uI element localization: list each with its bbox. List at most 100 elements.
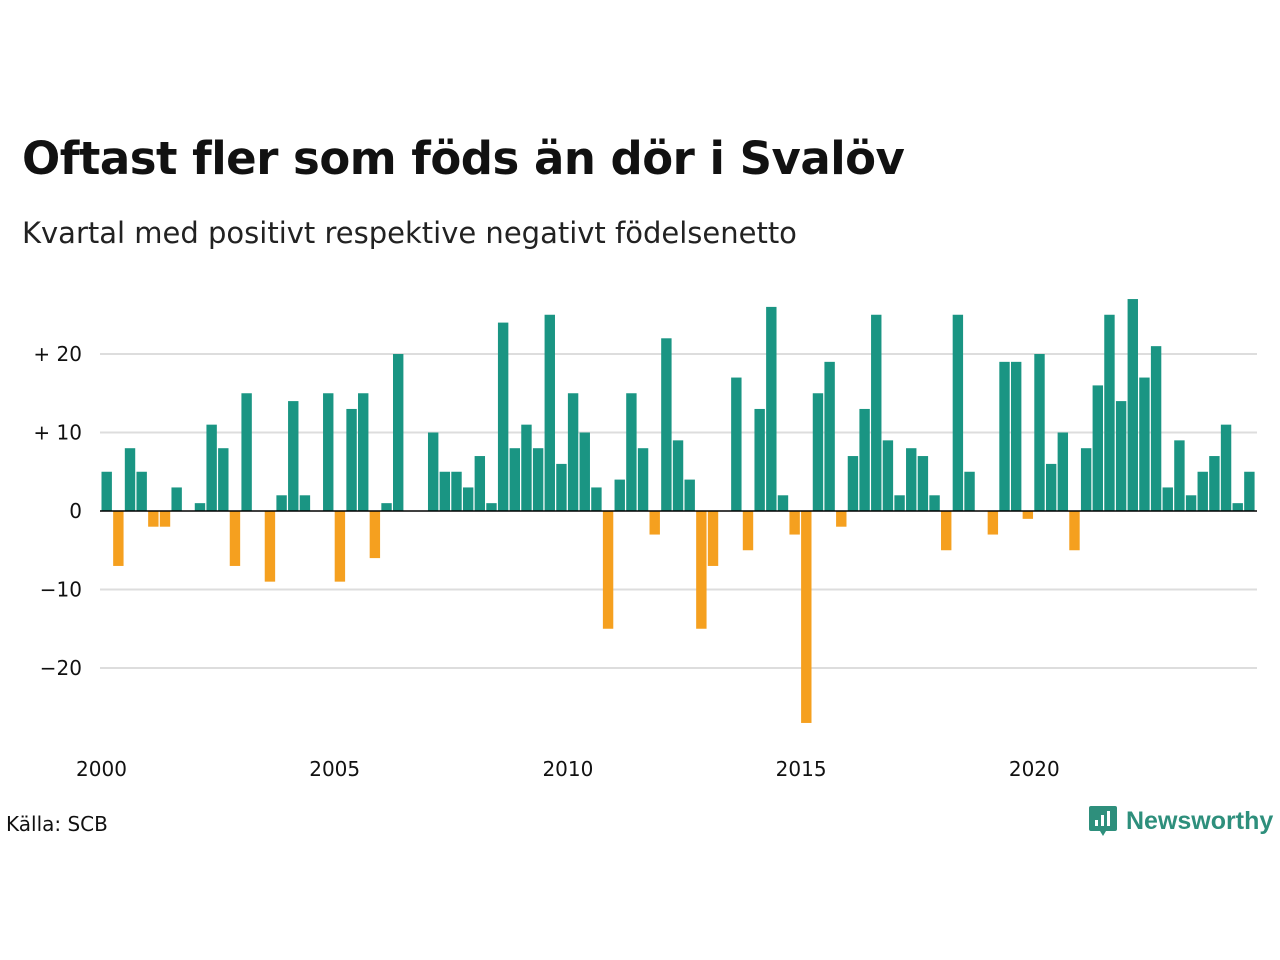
bar-positive — [556, 463, 567, 511]
bar-positive — [241, 393, 252, 511]
x-tick-label: 2015 — [776, 757, 827, 781]
bar-positive — [847, 456, 859, 511]
bar-positive — [1127, 299, 1138, 511]
bar-positive — [1209, 456, 1220, 511]
bar-positive — [439, 471, 451, 511]
bar-positive — [1232, 503, 1243, 511]
bar-negative — [801, 511, 812, 723]
x-tick-label: 2020 — [1009, 757, 1060, 781]
bar-positive — [591, 487, 602, 511]
bar-positive — [1139, 377, 1150, 511]
brand-name: Newsworthy — [1126, 806, 1274, 835]
bar-positive — [1104, 314, 1115, 511]
bar-positive — [276, 495, 287, 511]
bar-positive — [929, 495, 940, 511]
y-axis-labels: + 20 + 10 0 −10 −20 — [33, 342, 82, 680]
bar-positive — [497, 322, 509, 511]
bar-positive — [1034, 354, 1045, 511]
bar-negative — [836, 511, 847, 527]
bar-positive — [381, 503, 392, 511]
bar-positive — [358, 393, 369, 511]
bar-positive — [754, 408, 765, 511]
bar-positive — [1010, 361, 1022, 511]
bar-negative — [148, 511, 159, 527]
bar-positive — [1150, 346, 1162, 511]
bar-positive — [101, 471, 112, 511]
newsworthy-logo-icon — [1089, 806, 1117, 836]
bar-negative — [159, 511, 171, 527]
source-label: Källa: SCB — [6, 812, 108, 836]
bar-positive — [859, 408, 870, 511]
y-tick-label: −20 — [40, 656, 82, 680]
bar-positive — [766, 306, 777, 511]
bar-positive — [451, 471, 462, 511]
bar-negative — [696, 511, 707, 629]
bar-negative — [941, 511, 952, 551]
bar-negative — [987, 511, 999, 535]
bar-positive — [136, 471, 147, 511]
bar-positive — [626, 393, 637, 511]
bar-positive — [567, 393, 579, 511]
bar-positive — [579, 432, 590, 511]
bar-negative — [1069, 511, 1080, 551]
bar-positive — [1045, 463, 1057, 511]
bar-positive — [1115, 401, 1127, 511]
bar-positive — [521, 424, 532, 511]
bar-positive — [952, 314, 964, 511]
bar-positive — [1057, 432, 1069, 511]
bar-positive — [171, 487, 182, 511]
bar-positive — [999, 361, 1010, 511]
bar-positive — [1185, 495, 1197, 511]
bar-positive — [882, 440, 894, 511]
bar-negative — [229, 511, 241, 566]
x-axis-labels: 2000 2005 2010 2015 2020 — [76, 757, 1060, 781]
bar-negative — [369, 511, 381, 559]
bar-positive — [894, 495, 905, 511]
bar-positive — [1162, 487, 1173, 511]
bar-negative — [113, 511, 124, 566]
bars — [101, 299, 1255, 723]
bar-positive — [474, 456, 486, 511]
bar-positive — [1220, 424, 1232, 511]
x-tick-label: 2000 — [76, 757, 127, 781]
bar-positive — [124, 448, 136, 511]
y-tick-label: −10 — [40, 578, 82, 602]
bar-positive — [614, 479, 625, 511]
bar-positive — [1080, 448, 1092, 511]
bar-positive — [346, 408, 357, 511]
bar-positive — [218, 448, 229, 511]
bar-positive — [206, 424, 217, 511]
bar-positive — [684, 479, 695, 511]
bar-negative — [707, 511, 719, 566]
bar-positive — [1174, 440, 1185, 511]
bar-negative — [649, 511, 660, 535]
bar-positive — [964, 471, 975, 511]
bar-positive — [509, 448, 520, 511]
y-tick-label: + 20 — [33, 342, 82, 366]
bar-positive — [1197, 471, 1208, 511]
y-tick-label: 0 — [69, 499, 82, 523]
x-tick-label: 2010 — [542, 757, 593, 781]
bar-negative — [602, 511, 614, 629]
bar-positive — [486, 503, 497, 511]
chart-subtitle: Kvartal med positivt respektive negativt… — [22, 216, 797, 250]
bar-negative — [742, 511, 754, 551]
x-tick-label: 2005 — [309, 757, 360, 781]
bar-positive — [824, 361, 835, 511]
bar-negative — [789, 511, 800, 535]
bar-positive — [323, 393, 334, 511]
bar-positive — [917, 456, 929, 511]
bar-positive — [427, 432, 439, 511]
bar-negative — [334, 511, 346, 582]
bar-positive — [812, 393, 824, 511]
chart-title: Oftast fler som föds än dör i Svalöv — [22, 132, 905, 185]
bar-positive — [544, 314, 555, 511]
bar-positive — [288, 401, 299, 511]
newsworthy-brand[interactable]: Newsworthy — [1088, 804, 1273, 838]
y-tick-label: + 10 — [33, 421, 82, 445]
bar-negative — [1022, 511, 1034, 519]
bar-positive — [1244, 471, 1255, 511]
bar-negative — [264, 511, 276, 582]
bar-positive — [532, 448, 544, 511]
